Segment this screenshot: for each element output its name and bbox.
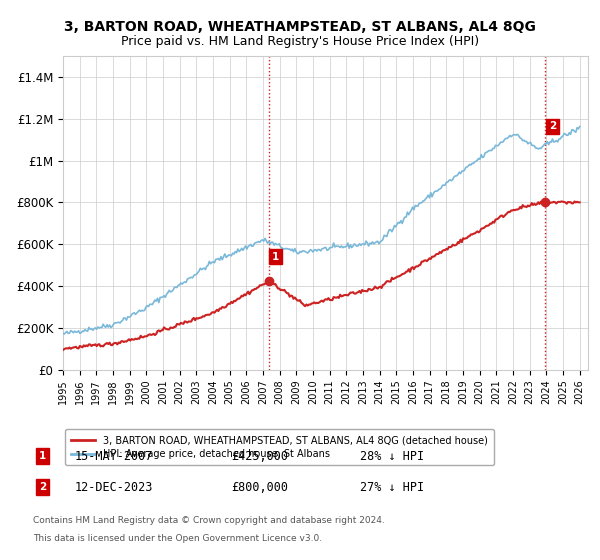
Text: 2: 2 <box>549 121 556 131</box>
Text: £425,000: £425,000 <box>231 450 288 463</box>
Text: 1: 1 <box>39 451 46 461</box>
Text: 3, BARTON ROAD, WHEATHAMPSTEAD, ST ALBANS, AL4 8QG: 3, BARTON ROAD, WHEATHAMPSTEAD, ST ALBAN… <box>64 20 536 34</box>
Text: 2: 2 <box>39 482 46 492</box>
Text: 28% ↓ HPI: 28% ↓ HPI <box>360 450 424 463</box>
Text: 12-DEC-2023: 12-DEC-2023 <box>75 480 154 494</box>
Text: 27% ↓ HPI: 27% ↓ HPI <box>360 480 424 494</box>
Legend: 3, BARTON ROAD, WHEATHAMPSTEAD, ST ALBANS, AL4 8QG (detached house), HPI: Averag: 3, BARTON ROAD, WHEATHAMPSTEAD, ST ALBAN… <box>65 430 494 465</box>
Text: £800,000: £800,000 <box>231 480 288 494</box>
Text: This data is licensed under the Open Government Licence v3.0.: This data is licensed under the Open Gov… <box>33 534 322 543</box>
Text: Contains HM Land Registry data © Crown copyright and database right 2024.: Contains HM Land Registry data © Crown c… <box>33 516 385 525</box>
Text: 1: 1 <box>272 252 279 262</box>
Text: Price paid vs. HM Land Registry's House Price Index (HPI): Price paid vs. HM Land Registry's House … <box>121 35 479 48</box>
Text: 15-MAY-2007: 15-MAY-2007 <box>75 450 154 463</box>
